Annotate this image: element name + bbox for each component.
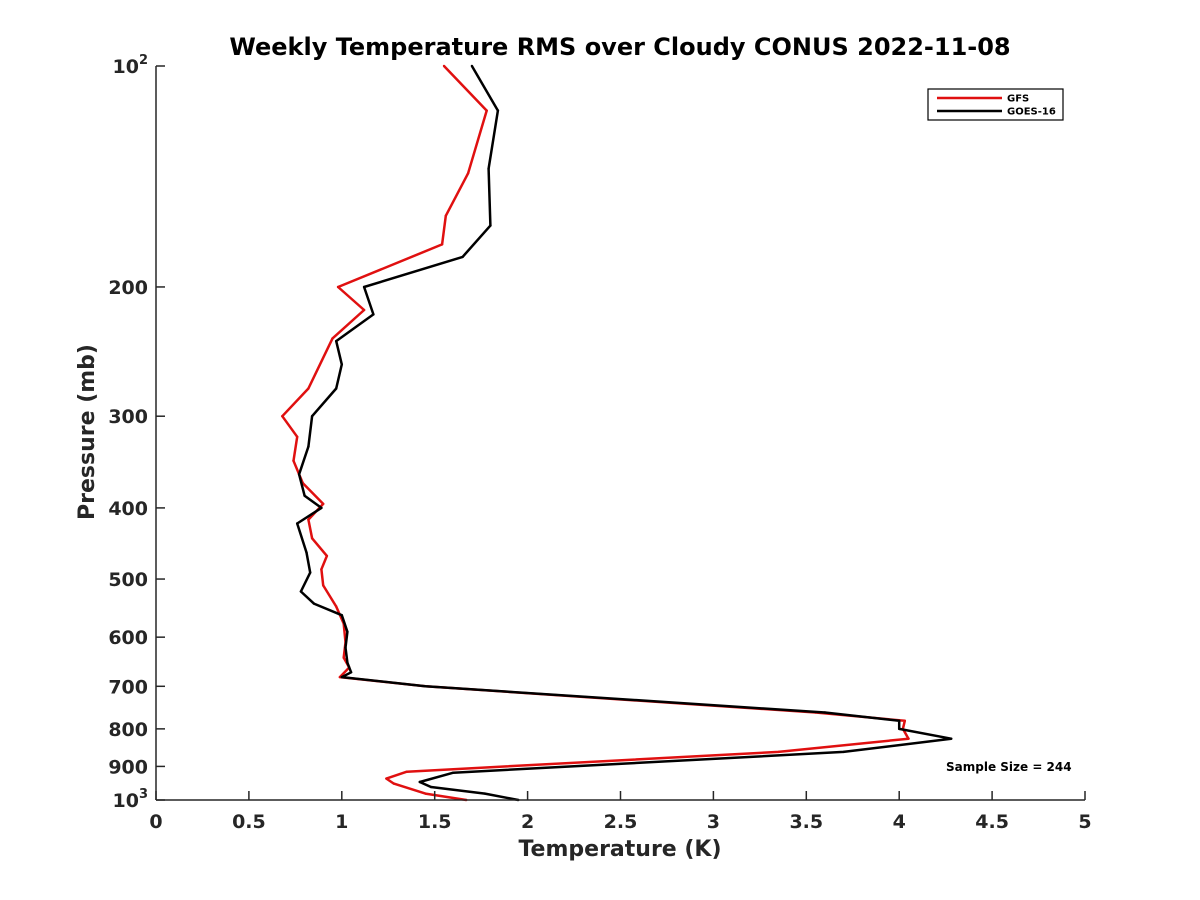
data-point-gfs <box>485 109 488 112</box>
legend: GFS GOES-16 <box>927 88 1064 121</box>
data-point-gfs <box>292 459 295 462</box>
data-point-goes16 <box>898 727 901 731</box>
data-point-gfs <box>466 172 470 175</box>
y-tick-label: 300 <box>108 406 148 428</box>
data-point-goes16 <box>496 109 500 112</box>
data-point-gfs <box>385 777 388 780</box>
data-point-gfs <box>440 243 444 246</box>
legend-box <box>927 88 1064 121</box>
x-tick-label: 2 <box>521 811 534 833</box>
x-tick-label: 0.5 <box>232 811 266 833</box>
y-tick-label: 102 <box>113 53 149 78</box>
data-point-goes16 <box>335 387 338 390</box>
data-point-goes16 <box>344 646 347 649</box>
data-point-goes16 <box>418 780 421 784</box>
data-point-gfs <box>281 415 284 418</box>
series-layer <box>281 64 953 802</box>
data-point-gfs <box>338 675 342 679</box>
y-tick-label: 900 <box>108 756 148 778</box>
y-tick-label: 200 <box>108 277 148 299</box>
y-tick-label: 400 <box>108 498 148 520</box>
data-point-gfs <box>342 656 345 659</box>
data-point-goes16 <box>424 685 427 688</box>
data-point-goes16 <box>349 671 353 674</box>
data-point-goes16 <box>461 255 464 259</box>
data-point-gfs <box>331 337 334 340</box>
data-point-gfs <box>907 737 910 740</box>
data-point-goes16 <box>429 785 433 789</box>
data-point-goes16 <box>842 750 845 754</box>
x-tick-label: 4.5 <box>975 811 1009 833</box>
data-point-gfs <box>320 568 323 571</box>
data-point-gfs <box>325 554 329 558</box>
data-point-goes16 <box>372 313 375 316</box>
data-point-goes16 <box>362 285 366 289</box>
x-tick-label: 1 <box>335 811 348 833</box>
y-tick-label: 700 <box>108 676 148 698</box>
data-point-gfs <box>307 518 310 521</box>
y-tick-label: 500 <box>108 569 148 591</box>
data-point-goes16 <box>310 415 314 418</box>
sample-size-annotation: Sample Size = 244 <box>946 760 1072 774</box>
data-point-gfs <box>444 214 447 217</box>
data-point-goes16 <box>303 494 306 497</box>
series-line-gfs <box>281 65 910 802</box>
x-tick-label: 5 <box>1078 811 1091 833</box>
x-axis-label: Temperature (K) <box>518 837 721 862</box>
data-point-gfs <box>405 770 408 773</box>
data-point-goes16 <box>320 506 323 510</box>
data-point-goes16 <box>346 630 349 633</box>
plot-area: 0 0.5 1 1.5 2 2.5 3 3.5 4 4.5 5 102 200 300 400 500 600 7… <box>108 53 1091 833</box>
data-point-goes16 <box>307 445 310 448</box>
data-point-goes16 <box>487 167 490 170</box>
data-point-gfs <box>296 435 299 438</box>
data-point-gfs <box>777 750 780 754</box>
data-point-goes16 <box>312 602 316 605</box>
data-point-goes16 <box>335 339 338 343</box>
data-point-goes16 <box>950 737 953 740</box>
axes: 0 0.5 1 1.5 2 2.5 3 3.5 4 4.5 5 102 200 300 400 500 600 7… <box>108 53 1091 833</box>
data-point-goes16 <box>309 571 312 574</box>
data-point-goes16 <box>470 64 474 68</box>
data-point-gfs <box>362 308 366 312</box>
data-point-goes16 <box>346 661 349 664</box>
data-point-goes16 <box>489 224 492 227</box>
data-point-gfs <box>903 719 906 722</box>
y-tick-label: 800 <box>108 719 148 741</box>
x-tick-label: 2.5 <box>604 811 638 833</box>
data-point-gfs <box>392 782 395 785</box>
data-point-goes16 <box>340 614 343 617</box>
y-tick-label: 600 <box>108 627 148 649</box>
data-point-gfs <box>424 792 427 795</box>
data-point-goes16 <box>340 675 343 679</box>
data-point-goes16 <box>340 363 343 366</box>
x-tick-label: 0 <box>149 811 162 833</box>
data-point-goes16 <box>297 473 301 476</box>
data-point-gfs <box>336 285 340 289</box>
data-point-gfs <box>322 502 325 506</box>
y-axis-label: Pressure (mb) <box>75 344 100 520</box>
x-tick-label: 3 <box>707 811 720 833</box>
x-tick-label: 4 <box>893 811 906 833</box>
x-tick-label: 1.5 <box>418 811 452 833</box>
legend-label-gfs: GFS <box>1007 94 1029 105</box>
data-point-goes16 <box>452 771 455 774</box>
data-point-goes16 <box>296 522 299 525</box>
data-point-gfs <box>335 605 338 608</box>
chart-title: Weekly Temperature RMS over Cloudy CONUS… <box>229 33 1010 61</box>
legend-label-goes16: GOES-16 <box>1007 107 1056 118</box>
data-point-gfs <box>322 584 325 587</box>
data-point-gfs <box>307 387 310 390</box>
y-tick-label: 103 <box>113 787 149 812</box>
data-point-goes16 <box>305 551 308 554</box>
data-point-goes16 <box>299 590 303 593</box>
data-point-gfs <box>442 64 446 68</box>
series-line-goes16 <box>295 65 953 802</box>
data-point-gfs <box>310 537 314 540</box>
x-tick-label: 3.5 <box>789 811 823 833</box>
data-point-goes16 <box>898 719 901 722</box>
data-point-goes16 <box>483 792 487 795</box>
data-point-goes16 <box>823 711 827 714</box>
